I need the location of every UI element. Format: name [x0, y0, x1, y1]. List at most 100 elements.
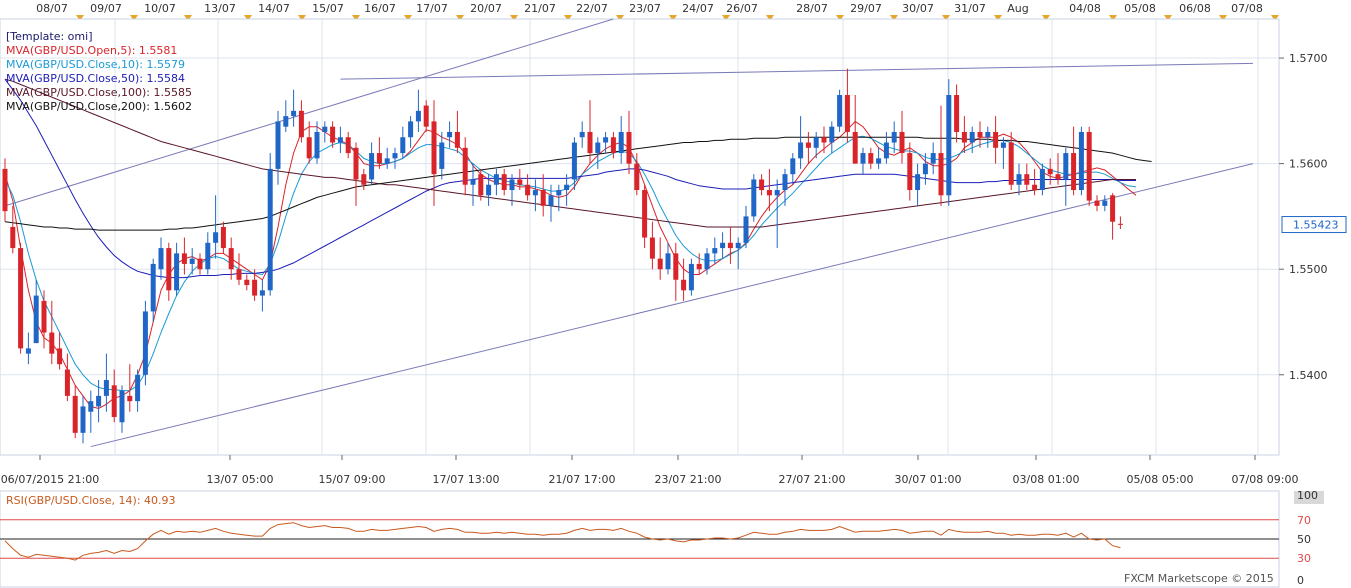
candle-body — [470, 179, 476, 185]
candle-body — [735, 242, 741, 249]
candle-body — [298, 110, 304, 138]
candlesticks — [2, 68, 1123, 444]
candle-body — [158, 248, 164, 270]
candle-body — [525, 184, 531, 196]
candle-body — [954, 95, 960, 132]
candle-body — [493, 174, 499, 185]
candle-body — [439, 142, 445, 169]
candle-body — [782, 174, 788, 191]
top-date-label: 07/08 — [1231, 2, 1263, 15]
candle-body — [236, 269, 242, 280]
candle-body — [915, 174, 921, 191]
mva-line — [4, 78, 1136, 228]
candle-body — [985, 131, 991, 138]
candle-body — [548, 195, 554, 206]
event-marker-icon — [1164, 15, 1172, 21]
candle-body — [883, 142, 889, 159]
top-date-label: 13/07 — [204, 2, 236, 15]
candle-body — [291, 110, 297, 117]
candle-body — [571, 142, 577, 180]
event-marker-icon — [404, 15, 412, 21]
candle-body — [1110, 195, 1116, 222]
candle-body — [829, 126, 835, 143]
top-date-label: 30/07 — [902, 2, 934, 15]
candle-body — [696, 263, 702, 270]
candle-body — [774, 190, 780, 196]
current-price-label: 1.55423 — [1293, 219, 1339, 232]
top-date-label: 20/07 — [470, 2, 502, 15]
candle-body — [1055, 174, 1061, 180]
candle-body — [790, 158, 796, 175]
time-tick-label: 30/07 01:00 — [895, 473, 962, 486]
rsi-label: RSI(GBP/USD.Close, 14): 40.93 — [6, 494, 176, 507]
legend-mva5: MVA(GBP/USD.Open,5): 1.5581 — [6, 44, 177, 57]
rsi-level-label: 50 — [1297, 533, 1311, 546]
event-marker-icon — [669, 15, 677, 21]
candle-body — [57, 348, 63, 365]
candle-body — [447, 131, 453, 138]
candle-body — [135, 374, 141, 402]
legend-template: [Template: omi] — [6, 30, 92, 43]
candle-body — [423, 105, 429, 127]
time-tick-label: 07/08 09:00 — [1232, 473, 1299, 486]
candle-body — [415, 110, 421, 122]
candle-body — [1102, 200, 1108, 206]
candle-body — [181, 253, 187, 264]
time-tick-label: 23/07 21:00 — [655, 473, 722, 486]
candle-body — [322, 126, 328, 132]
candle-body — [462, 147, 468, 185]
event-marker-icon — [836, 15, 844, 21]
candle-body — [345, 137, 351, 154]
candle-body — [1063, 153, 1069, 180]
price-plot-area — [0, 18, 1280, 456]
candle-body — [103, 380, 109, 396]
candle-body — [805, 142, 811, 148]
candle-body — [478, 174, 484, 196]
candle-body — [2, 168, 8, 212]
candle-body — [712, 248, 718, 254]
trendlines — [4, 18, 1254, 448]
trendline — [340, 62, 1254, 80]
candle-body — [907, 153, 913, 191]
candle-body — [642, 190, 648, 238]
candle-body — [1047, 168, 1053, 175]
candle-body — [88, 401, 94, 412]
time-tick-label: 27/07 21:00 — [779, 473, 846, 486]
top-date-label: Aug — [1007, 2, 1028, 15]
top-date-label: 22/07 — [576, 2, 608, 15]
candle-body — [376, 153, 382, 164]
candle-body — [1078, 131, 1084, 191]
event-marker-icon — [1042, 15, 1050, 21]
candle-body — [751, 179, 757, 217]
time-tick-label: 05/08 05:00 — [1127, 473, 1194, 486]
candle-body — [938, 153, 944, 196]
candle-body — [595, 142, 601, 154]
candle-body — [142, 311, 148, 375]
candle-body — [688, 263, 694, 291]
legend-mva200: MVA(GBP/USD.Close,200): 1.5602 — [6, 100, 192, 113]
candle-body — [259, 290, 265, 296]
top-date-label: 23/07 — [629, 2, 661, 15]
candle-body — [727, 242, 733, 249]
top-date-label: 17/07 — [416, 2, 448, 15]
candle-body — [64, 369, 70, 396]
candle-body — [33, 295, 39, 344]
candle-body — [517, 179, 523, 185]
top-strip-bg — [0, 0, 1290, 18]
candle-body — [330, 126, 336, 143]
candle-body — [1000, 142, 1006, 148]
rsi-panel: 100 70 50 30 0 — [0, 489, 1324, 587]
candle-body — [111, 385, 117, 417]
top-date-label: 29/07 — [850, 2, 882, 15]
candle-body — [384, 158, 390, 164]
price-tick-label: 1.5700 — [1289, 52, 1328, 65]
candle-body — [977, 131, 983, 138]
candle-body — [1039, 168, 1045, 191]
event-marker-icon — [456, 15, 464, 21]
rsi-level-label: 100 — [1297, 489, 1318, 502]
candle-body — [743, 216, 749, 243]
top-date-label: 28/07 — [796, 2, 828, 15]
candle-body — [41, 300, 47, 333]
event-marker-icon — [722, 15, 730, 21]
candle-body — [579, 131, 585, 138]
